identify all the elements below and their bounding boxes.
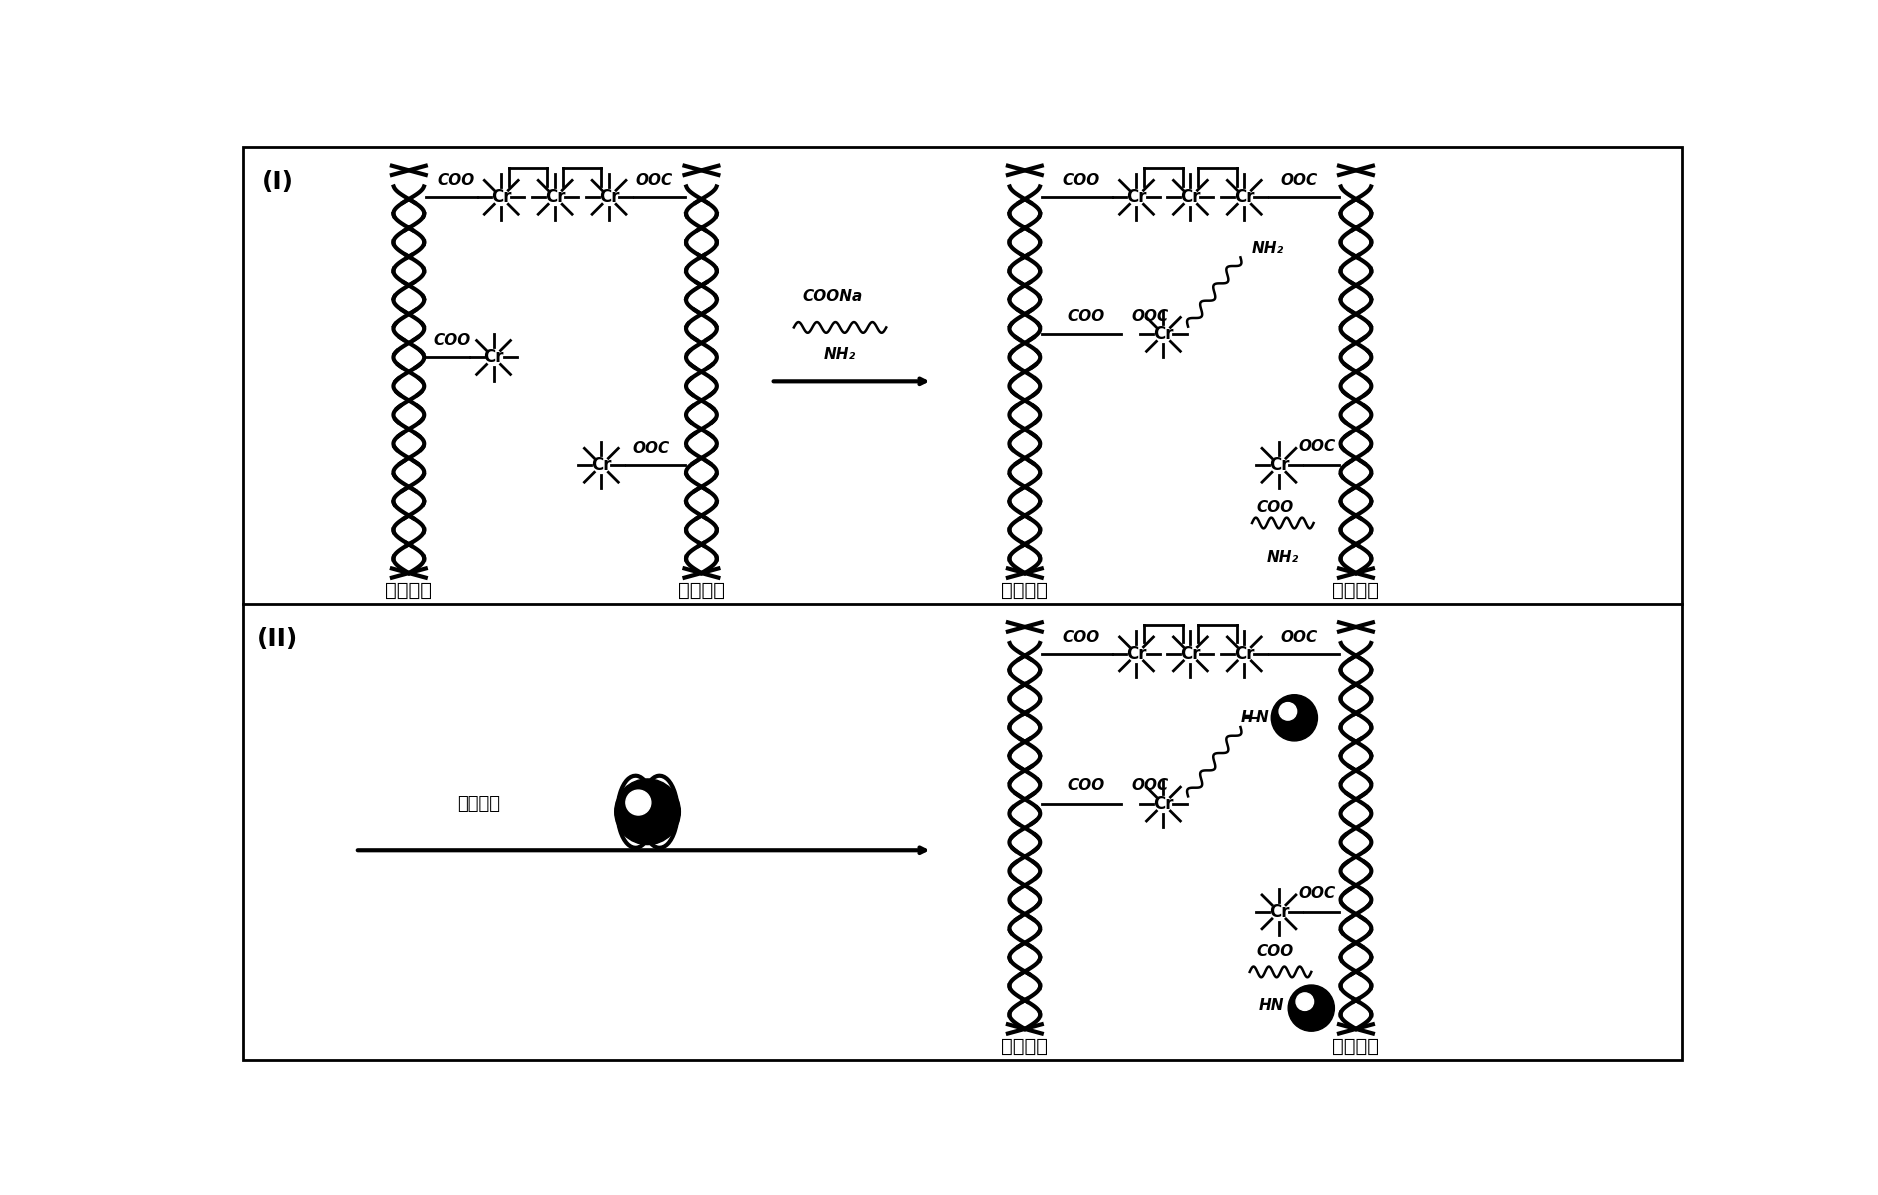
Text: Cr: Cr	[1127, 189, 1147, 207]
Text: COO: COO	[438, 173, 475, 188]
Text: COO: COO	[434, 333, 471, 348]
Circle shape	[1288, 985, 1335, 1031]
Text: Cr: Cr	[1153, 795, 1174, 813]
Text: Cr: Cr	[1270, 903, 1288, 921]
Circle shape	[1279, 703, 1296, 721]
Text: COO: COO	[1063, 173, 1101, 188]
Text: Cr: Cr	[592, 456, 612, 474]
Text: Cr: Cr	[599, 189, 620, 207]
Text: 胶原纤维: 胶原纤维	[1001, 581, 1048, 600]
Text: COO: COO	[1256, 500, 1294, 515]
Text: Cr: Cr	[1179, 645, 1200, 663]
Text: OOC: OOC	[637, 173, 672, 188]
Text: 胶原纤维: 胶原纤维	[1333, 1037, 1380, 1056]
Circle shape	[1296, 993, 1313, 1011]
Circle shape	[1271, 694, 1318, 741]
Text: 胶原纤维: 胶原纤维	[1333, 581, 1380, 600]
Text: NH₂: NH₂	[1253, 240, 1285, 256]
Text: Cr: Cr	[545, 189, 565, 207]
Text: 胶原纤维: 胶原纤维	[678, 581, 725, 600]
Text: 活性染料: 活性染料	[456, 795, 500, 813]
Text: Cr: Cr	[1153, 325, 1174, 343]
Text: Cr: Cr	[490, 189, 511, 207]
Text: OOC: OOC	[1281, 630, 1318, 644]
Text: (I): (I)	[261, 170, 295, 194]
Text: H: H	[1239, 710, 1253, 725]
Text: COO: COO	[1063, 630, 1101, 644]
Text: Cr: Cr	[1234, 645, 1255, 663]
Text: OOC: OOC	[633, 441, 669, 456]
Text: N: N	[1256, 710, 1268, 725]
Text: Cr: Cr	[1127, 645, 1147, 663]
Text: Cr: Cr	[1179, 189, 1200, 207]
Text: OOC: OOC	[1281, 173, 1318, 188]
Text: COO: COO	[1256, 944, 1294, 960]
Text: 胶原纤维: 胶原纤维	[385, 581, 432, 600]
Text: Cr: Cr	[1270, 456, 1288, 474]
Circle shape	[614, 779, 680, 845]
Text: OOC: OOC	[1131, 778, 1168, 793]
Text: OOC: OOC	[1298, 440, 1335, 454]
Text: OOC: OOC	[1298, 885, 1335, 901]
Text: 胶原纤维: 胶原纤维	[1001, 1037, 1048, 1056]
Circle shape	[625, 790, 652, 815]
Text: OOC: OOC	[1131, 308, 1168, 324]
Text: HN: HN	[1258, 998, 1285, 1013]
Text: COO: COO	[1069, 778, 1104, 793]
Text: COO: COO	[1069, 308, 1104, 324]
Text: Cr: Cr	[1234, 189, 1255, 207]
Text: NH₂: NH₂	[824, 347, 856, 362]
Text: COONa: COONa	[802, 289, 862, 305]
Text: NH₂: NH₂	[1268, 550, 1300, 565]
Text: (II): (II)	[257, 626, 299, 650]
Text: Cr: Cr	[483, 349, 503, 367]
